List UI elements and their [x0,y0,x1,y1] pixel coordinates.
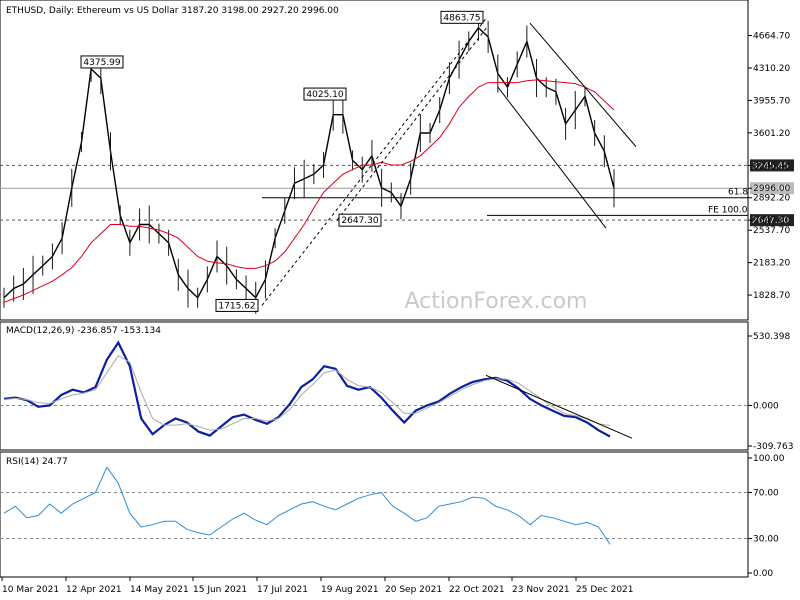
watermark: ActionForex.com [405,289,588,314]
price-annotation-label: 2647.30 [341,216,378,226]
rsi-y-axis: 100.00 70.00 30.00 0.00 [748,454,785,579]
price-annotation: 2647.30 [338,213,382,227]
price-annotation-label: 4863.75 [443,13,480,23]
x-axis: 10 Mar 2021 12 Apr 2021 14 May 2021 15 Jun … [1,577,634,595]
rsi-series [3,466,611,545]
macd-panel [0,321,749,451]
uptrend-line-2 [336,27,488,221]
price-annotation: 4863.75 [440,10,484,24]
uptrend-line [261,17,488,306]
macd-y-tick-label: -309.763 [753,442,793,452]
price-annotation-box [80,55,124,69]
price-level-badge: 2647.30 [750,214,794,227]
price-y-tick-label: 2892.20 [753,194,790,204]
price-annotation-box [440,10,484,24]
rsi-y-tick-label: 0.00 [753,569,773,579]
price-level-badge-label: 2647.30 [752,216,789,226]
downtrend-channel-upper [529,22,637,148]
x-tick-label: 12 Apr 2021 [66,585,122,595]
price-y-tick-label: 3245.45 [753,161,790,171]
price-level-badge-bg [750,182,794,195]
x-tick-label: 19 Aug 2021 [321,585,379,595]
price-annotation: 4375.99 [80,55,124,69]
price-level-label: FE 100.0 [708,205,748,215]
price-y-tick-label: 2647.30 [753,216,790,226]
price-y-axis: 4664.70 4310.20 3955.70 3601.20 3245.45 2996.… [748,32,790,301]
price-annotation-label: 4375.99 [83,58,120,68]
x-tick-label: 20 Sep 2021 [385,585,442,595]
price-annotation-box [215,298,259,312]
rsi-grid [0,492,748,539]
macd-y-tick-label: 530.398 [753,332,790,342]
price-panel-title: ETHUSD, Daily: Ethereum vs US Dollar 318… [6,6,339,16]
price-y-tick-label: 4664.70 [753,32,790,42]
macd-trendline [485,374,633,439]
price-level-label: 61.8 [728,188,748,198]
price-y-tick-label: 1828.70 [753,291,790,301]
rsi-y-tick-label: 100.00 [753,454,785,464]
rsi-line [3,466,611,545]
price-annotation-box [303,87,347,101]
macd-y-axis: 530.398 0.000 -309.763 [748,332,793,452]
price-level-badge-bg [750,159,794,172]
rsi-panel [0,451,749,578]
price-y-tick-label: 2183.20 [753,259,790,269]
macd-y-tick-label: 0.000 [753,401,779,411]
price-level-badge: 2996.00 [750,182,794,195]
price-y-tick-label: 2996.00 [753,184,790,194]
x-tick-label: 10 Mar 2021 [2,585,59,595]
rsi-y-tick-label: 30.00 [753,535,779,545]
macd-panel-title: MACD(12,26,9) -236.857 -153.134 [6,326,161,336]
x-tick-label: 14 May 2021 [130,585,189,595]
macd-line [3,340,611,438]
macd-series [3,340,633,439]
x-tick-label: 25 Dec 2021 [576,585,634,595]
rsi-y-tick-label: 70.00 [753,489,779,499]
price-y-tick-label: 4310.20 [753,64,790,74]
price-level-badge-label: 3245.45 [752,161,789,171]
price-annotation-box [338,213,382,227]
price-level-badge-label: 2996.00 [752,184,789,194]
price-annotation-label: 4025.10 [306,90,343,100]
price-level-badge: 3245.45 [750,159,794,172]
x-tick-label: 15 Jun 2021 [193,585,247,595]
x-tick-label: 17 Jul 2021 [257,585,308,595]
price-moving-average-line [3,79,615,303]
rsi-panel-title: RSI(14) 24.77 [6,457,68,467]
price-y-tick-label: 3955.70 [753,96,790,106]
downtrend-channel-lower [497,86,607,229]
x-tick-label: 22 Oct 2021 [449,585,505,595]
price-annotations: 4375.99 4025.10 4863.75 1715.62 2647.30 [80,10,484,312]
price-panel [0,0,749,321]
price-series [3,14,637,314]
price-annotation-label: 1715.62 [218,301,255,311]
price-y-tick-label: 2537.70 [753,226,790,236]
price-y-tick-label: 3601.20 [753,129,790,139]
price-close-line [3,26,615,299]
price-level-badge-bg [750,214,794,227]
macd-signal-line [3,355,611,431]
x-tick-label: 23 Nov 2021 [512,585,570,595]
price-annotation: 1715.62 [215,298,259,312]
price-annotation: 4025.10 [303,87,347,101]
